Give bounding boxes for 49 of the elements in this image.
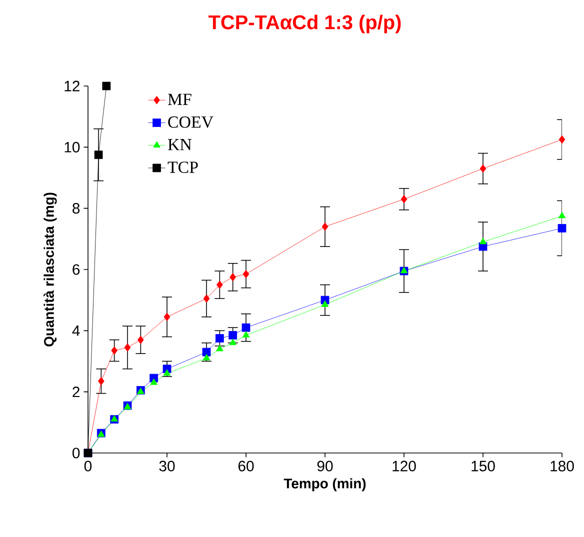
point bbox=[215, 334, 224, 342]
point bbox=[322, 222, 328, 231]
x-tick-label: 60 bbox=[238, 460, 254, 472]
y-tick-label: 2 bbox=[72, 386, 80, 398]
point bbox=[228, 331, 238, 340]
point bbox=[400, 194, 408, 204]
x-tick-label: 30 bbox=[159, 460, 175, 472]
point bbox=[94, 150, 103, 159]
y-axis-title: Quantità rilasciata (mg) bbox=[44, 192, 57, 346]
point bbox=[229, 338, 236, 346]
point bbox=[230, 272, 236, 282]
point bbox=[242, 331, 250, 338]
point bbox=[558, 212, 566, 218]
point bbox=[111, 346, 118, 355]
x-tick-label: 120 bbox=[392, 460, 416, 472]
point bbox=[203, 294, 210, 303]
y-tick-label: 10 bbox=[64, 142, 80, 152]
x-axis-title: Tempo (min) bbox=[284, 478, 366, 492]
legend-label: TCP bbox=[168, 162, 198, 173]
point bbox=[558, 224, 566, 232]
y-tick-label: 12 bbox=[64, 80, 80, 92]
legend-label: KN bbox=[168, 139, 192, 150]
y-tick-label: 4 bbox=[72, 326, 80, 336]
point bbox=[202, 354, 210, 360]
point bbox=[102, 82, 111, 90]
point bbox=[137, 336, 144, 344]
point bbox=[479, 238, 487, 244]
y-tick-label: 8 bbox=[72, 203, 80, 214]
x-tick-label: 0 bbox=[84, 460, 92, 472]
chart-title: TCP-TAαCd 1:3 (p/p) bbox=[208, 14, 401, 34]
x-tick-label: 150 bbox=[472, 460, 495, 472]
point bbox=[98, 376, 104, 386]
y-tick-label: 0 bbox=[72, 448, 80, 458]
point bbox=[321, 300, 329, 307]
point bbox=[150, 378, 158, 385]
point bbox=[480, 164, 486, 173]
y-tick-label: 6 bbox=[72, 264, 80, 275]
point bbox=[216, 344, 224, 352]
point bbox=[242, 270, 250, 278]
point bbox=[242, 323, 250, 332]
point bbox=[558, 135, 566, 144]
x-tick-label: 180 bbox=[550, 460, 574, 472]
point bbox=[202, 348, 211, 356]
point bbox=[216, 280, 223, 289]
x-tick-label: 90 bbox=[317, 460, 333, 472]
legend-label: MF bbox=[168, 94, 192, 105]
point bbox=[124, 343, 131, 352]
point bbox=[164, 312, 170, 322]
legend-label: COEV bbox=[168, 116, 214, 128]
